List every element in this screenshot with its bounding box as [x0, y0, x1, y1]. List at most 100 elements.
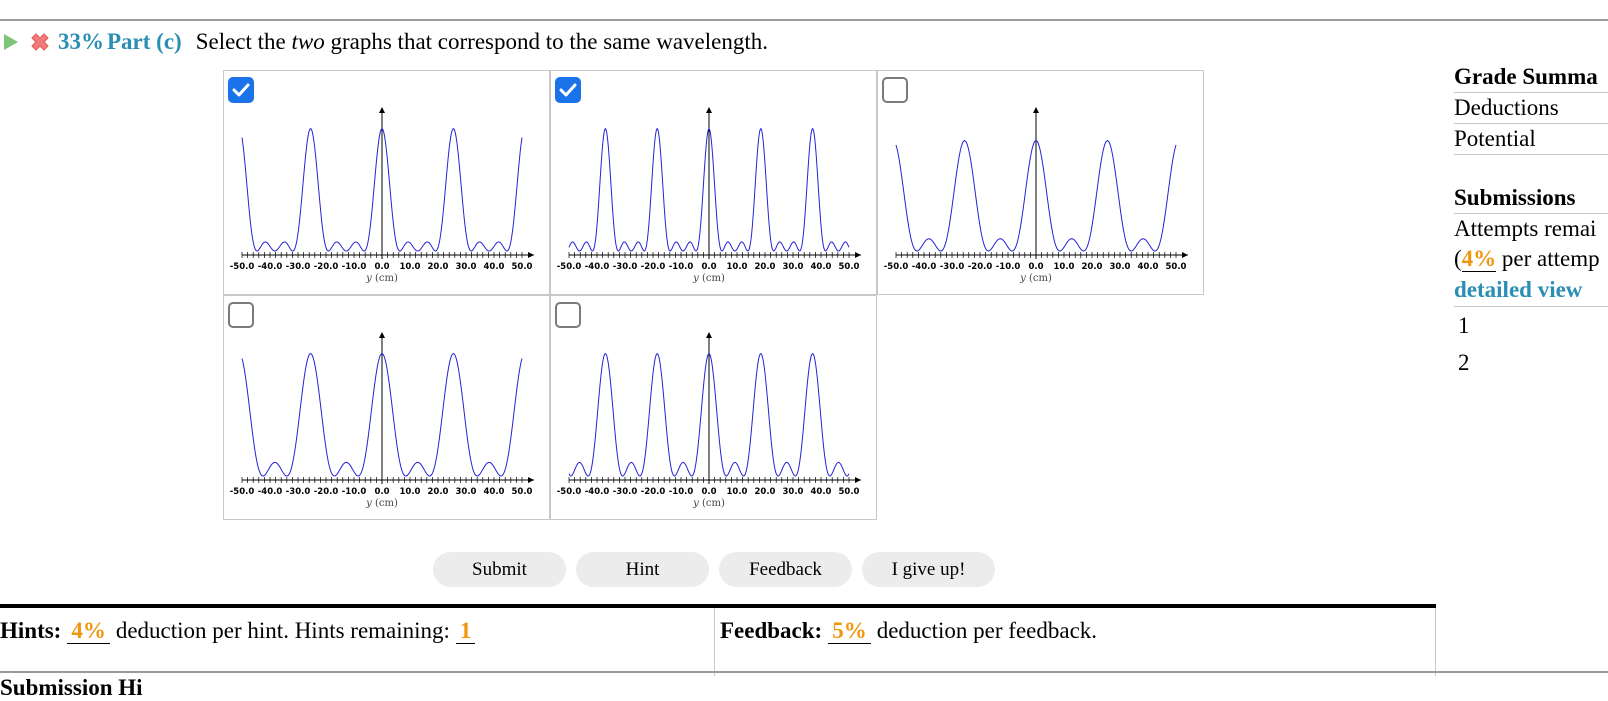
- divider: [714, 608, 715, 676]
- tick-label: -50.0: [557, 262, 582, 272]
- tick-label: -20.0: [641, 262, 666, 272]
- tick-label: 30.0: [456, 487, 477, 497]
- tick-label: -20.0: [968, 262, 993, 272]
- graph-option-2[interactable]: -50.0 -40.0 -30.0 -20.0 -10.0 0.0 10.0 20.0 30.0…: [550, 70, 877, 295]
- tick-label: -30.0: [940, 262, 965, 272]
- hints-feedback-bar: Hints: 4% deduction per hint. Hints remain…: [0, 604, 1436, 676]
- tick-label: 10.0: [727, 487, 748, 497]
- submissions-title: Submissions: [1454, 183, 1608, 214]
- graph-plot: -50.0 -40.0 -30.0 -20.0 -10.0 0.0 10.0 20.0 30.0…: [884, 107, 1188, 284]
- tick-label: -30.0: [613, 262, 638, 272]
- checkbox-unchecked[interactable]: [882, 77, 908, 103]
- tick-label: 20.0: [1082, 262, 1103, 272]
- intensity-curve: [568, 127, 850, 252]
- graph-option-1[interactable]: -50.0 -40.0 -30.0 -20.0 -10.0 0.0 10.0 20.0 30.0…: [223, 70, 550, 295]
- hint-deduction: 4%: [67, 618, 110, 644]
- tick-label: -40.0: [585, 262, 610, 272]
- hints-label: Hints:: [0, 618, 62, 643]
- tick-label: -50.0: [230, 487, 255, 497]
- tick-label: 0.0: [701, 487, 716, 497]
- tick-label: 20.0: [428, 262, 449, 272]
- tick-label: 10.0: [400, 262, 421, 272]
- tick-label: 10.0: [400, 487, 421, 497]
- feedback-info: Feedback: 5% deduction per feedback.: [720, 618, 1097, 644]
- checkbox-unchecked[interactable]: [555, 302, 581, 328]
- tick-label: 40.0: [811, 487, 832, 497]
- graph-plot: -50.0 -40.0 -30.0 -20.0 -10.0 0.0 10.0 20.0 30.0…: [230, 332, 534, 509]
- checkbox-checked[interactable]: [228, 77, 254, 103]
- y-axis-arrow: [1033, 107, 1039, 113]
- y-axis-arrow: [379, 107, 385, 113]
- tick-label: 40.0: [1138, 262, 1159, 272]
- feedback-button[interactable]: Feedback: [719, 552, 852, 587]
- tick-label: -50.0: [557, 487, 582, 497]
- submission-entry: 2: [1458, 350, 1470, 375]
- action-buttons: Submit Hint Feedback I give up!: [433, 552, 995, 587]
- x-axis-arrow: [528, 477, 534, 483]
- graph-plot: -50.0 -40.0 -30.0 -20.0 -10.0 0.0 10.0 20.0 30.0…: [557, 332, 861, 509]
- submission-history-heading: Submission Hi: [0, 675, 143, 700]
- hints-remaining: 1: [455, 618, 476, 644]
- detailed-view-link[interactable]: detailed view: [1454, 274, 1608, 307]
- part-header: 33% Part (c) Select the two graphs that …: [0, 28, 768, 56]
- y-axis-arrow: [379, 332, 385, 338]
- y-axis-arrow: [706, 107, 712, 113]
- tick-label: 30.0: [456, 262, 477, 272]
- y-axis-arrow: [706, 332, 712, 338]
- play-icon[interactable]: [4, 34, 18, 50]
- x-axis-arrow: [855, 252, 861, 258]
- tick-label: -10.0: [342, 487, 367, 497]
- tick-label: 30.0: [783, 487, 804, 497]
- checkbox-checked[interactable]: [555, 77, 581, 103]
- tick-label: 0.0: [1028, 262, 1043, 272]
- tick-label: -20.0: [314, 487, 339, 497]
- tick-label: -10.0: [669, 262, 694, 272]
- per-attempt-info: (4% per attemp: [1454, 246, 1600, 272]
- submit-button[interactable]: Submit: [433, 552, 566, 587]
- graph-option-3[interactable]: -50.0 -40.0 -30.0 -20.0 -10.0 0.0 10.0 20.0 30.0…: [877, 70, 1204, 295]
- x-axis-arrow: [855, 477, 861, 483]
- tick-label: -30.0: [613, 487, 638, 497]
- tick-label: 20.0: [755, 487, 776, 497]
- question-text: Select the two graphs that correspond to…: [195, 29, 768, 54]
- tick-label: -30.0: [286, 487, 311, 497]
- x-axis-label: y (cm): [1019, 273, 1052, 284]
- x-axis-arrow: [528, 252, 534, 258]
- hint-button[interactable]: Hint: [576, 552, 709, 587]
- tick-label: 10.0: [1054, 262, 1075, 272]
- part-percent: 33%: [58, 29, 104, 54]
- potential-label: Potential: [1454, 124, 1608, 155]
- intensity-curve: [241, 127, 523, 252]
- tick-label: 40.0: [484, 487, 505, 497]
- hints-info: Hints: 4% deduction per hint. Hints remain…: [0, 618, 481, 644]
- tick-label: -20.0: [641, 487, 666, 497]
- graph-plot: -50.0 -40.0 -30.0 -20.0 -10.0 0.0 10.0 20.0 30.0…: [557, 107, 861, 284]
- tick-label: 10.0: [727, 262, 748, 272]
- give-up-button[interactable]: I give up!: [862, 552, 995, 587]
- tick-label: -30.0: [286, 262, 311, 272]
- feedback-deduction: 5%: [828, 618, 871, 644]
- graph-option-4[interactable]: -50.0 -40.0 -30.0 -20.0 -10.0 0.0 10.0 20.0 30.0…: [223, 295, 550, 520]
- x-axis-label: y (cm): [365, 273, 398, 284]
- incorrect-x-icon: [31, 33, 49, 51]
- feedback-text: deduction per feedback.: [876, 618, 1098, 643]
- tick-label: 30.0: [783, 262, 804, 272]
- tick-label: -50.0: [230, 262, 255, 272]
- grade-summary-title: Grade Summa: [1454, 62, 1608, 93]
- checkbox-unchecked[interactable]: [228, 302, 254, 328]
- tick-label: 0.0: [374, 487, 389, 497]
- intensity-curve: [895, 140, 1177, 252]
- submission-entry: 1: [1458, 313, 1470, 338]
- tick-label: 40.0: [484, 262, 505, 272]
- tick-label: -40.0: [258, 262, 283, 272]
- attempts-remaining-label: Attempts remai: [1454, 216, 1597, 241]
- tick-label: 20.0: [755, 262, 776, 272]
- tick-label: -10.0: [996, 262, 1021, 272]
- graph-option-5[interactable]: -50.0 -40.0 -30.0 -20.0 -10.0 0.0 10.0 20.0 30.0…: [550, 295, 877, 520]
- tick-label: 50.0: [839, 487, 860, 497]
- feedback-label: Feedback:: [720, 618, 823, 643]
- tick-label: -40.0: [258, 487, 283, 497]
- bottom-divider: [0, 671, 1608, 673]
- graph-plot: -50.0 -40.0 -30.0 -20.0 -10.0 0.0 10.0 20.0 30.0…: [230, 107, 534, 284]
- x-axis-label: y (cm): [365, 498, 398, 509]
